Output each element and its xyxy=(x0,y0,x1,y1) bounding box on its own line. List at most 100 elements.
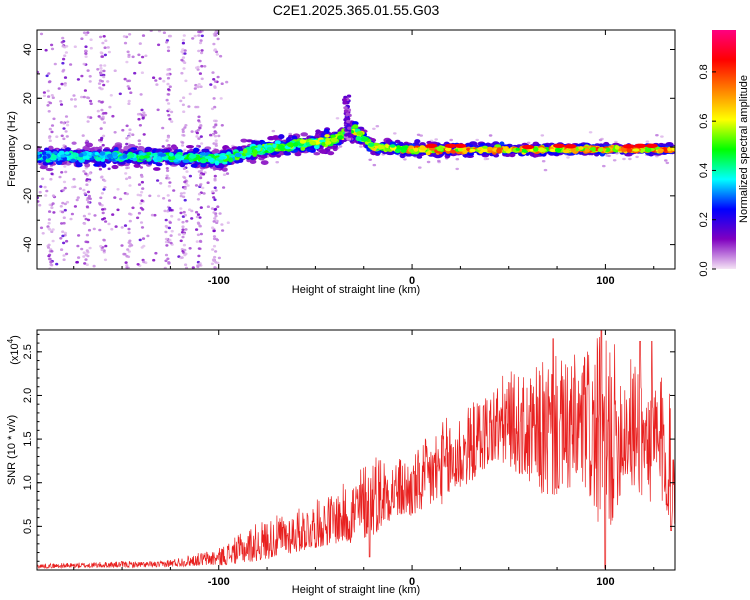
noise-speckle xyxy=(215,53,219,56)
spike-cell xyxy=(342,101,348,105)
noise-speckle xyxy=(154,251,158,255)
noise-speckle xyxy=(181,220,185,224)
noise-speckle xyxy=(196,65,200,69)
noise-speckle xyxy=(665,161,670,165)
noise-speckle xyxy=(183,187,187,190)
noise-speckle xyxy=(141,117,145,120)
noise-speckle xyxy=(75,198,79,202)
noise-speckle xyxy=(213,49,217,52)
noise-speckle xyxy=(181,56,186,59)
noise-speckle xyxy=(137,183,142,186)
noise-speckle xyxy=(198,216,202,219)
noise-speckle xyxy=(181,130,185,134)
noise-speckle xyxy=(212,78,216,81)
noise-speckle xyxy=(226,221,230,224)
noise-speckle xyxy=(48,203,52,207)
noise-speckle xyxy=(185,219,189,223)
noise-speckle xyxy=(136,193,140,197)
noise-speckle xyxy=(605,154,609,157)
noise-speckle xyxy=(84,55,88,58)
noise-speckle xyxy=(155,83,159,86)
noise-speckle xyxy=(140,113,144,117)
noise-speckle xyxy=(163,209,167,213)
noise-speckle xyxy=(213,80,218,83)
band-cell xyxy=(252,149,258,155)
band-cell xyxy=(457,147,463,152)
noise-speckle xyxy=(110,227,114,231)
noise-speckle xyxy=(213,255,217,259)
noise-speckle xyxy=(87,180,91,183)
noise-speckle xyxy=(212,196,216,199)
band-cell xyxy=(78,153,84,158)
noise-speckle xyxy=(179,194,183,198)
band-cell xyxy=(373,142,380,146)
band-cell xyxy=(274,140,281,145)
noise-speckle xyxy=(209,83,213,86)
noise-speckle xyxy=(55,135,59,138)
noise-speckle xyxy=(137,117,141,121)
noise-speckle xyxy=(47,221,51,225)
noise-speckle xyxy=(165,174,169,178)
band-cell xyxy=(45,167,54,172)
noise-speckle xyxy=(84,33,88,37)
noise-speckle xyxy=(80,95,84,99)
noise-speckle xyxy=(168,238,172,242)
noise-speckle xyxy=(164,230,168,234)
spike-cell xyxy=(349,133,354,137)
noise-speckle xyxy=(103,46,107,49)
noise-speckle xyxy=(635,155,639,159)
noise-speckle xyxy=(211,248,215,251)
noise-speckle xyxy=(50,130,54,134)
noise-speckle xyxy=(62,127,66,130)
noise-speckle xyxy=(455,167,460,171)
noise-speckle xyxy=(84,172,88,175)
high-amplitude-cell xyxy=(454,143,467,148)
noise-speckle xyxy=(167,184,171,188)
noise-speckle xyxy=(196,198,200,201)
noise-speckle xyxy=(101,211,105,215)
noise-speckle xyxy=(181,228,185,231)
spike-cell xyxy=(347,126,352,130)
noise-speckle xyxy=(80,247,84,251)
noise-speckle xyxy=(197,247,201,250)
noise-speckle xyxy=(47,218,52,221)
noise-speckle xyxy=(185,170,189,173)
noise-speckle xyxy=(125,177,129,181)
noise-speckle xyxy=(39,185,43,188)
noise-speckle xyxy=(181,103,185,107)
noise-speckle xyxy=(47,243,51,247)
noise-speckle xyxy=(188,208,192,211)
noise-speckle xyxy=(48,101,53,105)
noise-speckle xyxy=(213,177,217,181)
band-cell xyxy=(272,143,277,149)
noise-speckle xyxy=(127,250,131,253)
band-cell xyxy=(42,151,47,156)
noise-speckle xyxy=(393,132,397,135)
noise-speckle xyxy=(70,98,74,101)
noise-speckle xyxy=(41,232,45,235)
noise-speckle xyxy=(84,240,88,244)
noise-speckle xyxy=(203,65,207,68)
noise-speckle xyxy=(196,221,200,225)
noise-speckle xyxy=(199,135,203,138)
noise-speckle xyxy=(83,222,87,225)
noise-speckle xyxy=(39,32,44,36)
band-cell xyxy=(112,152,118,157)
noise-speckle xyxy=(170,214,174,218)
noise-speckle xyxy=(62,57,66,61)
noise-speckle xyxy=(98,228,102,232)
band-cell xyxy=(515,147,520,151)
noise-speckle xyxy=(86,120,90,123)
noise-speckle xyxy=(51,239,55,243)
noise-speckle xyxy=(85,205,89,208)
noise-speckle xyxy=(51,96,55,99)
band-cell xyxy=(356,131,364,136)
band-cell xyxy=(221,167,228,172)
noise-speckle xyxy=(214,261,218,264)
noise-speckle xyxy=(139,221,144,224)
noise-speckle xyxy=(165,98,169,102)
noise-speckle xyxy=(86,218,91,222)
noise-speckle xyxy=(137,211,141,215)
noise-speckle xyxy=(63,54,67,57)
band-cell xyxy=(315,129,321,134)
